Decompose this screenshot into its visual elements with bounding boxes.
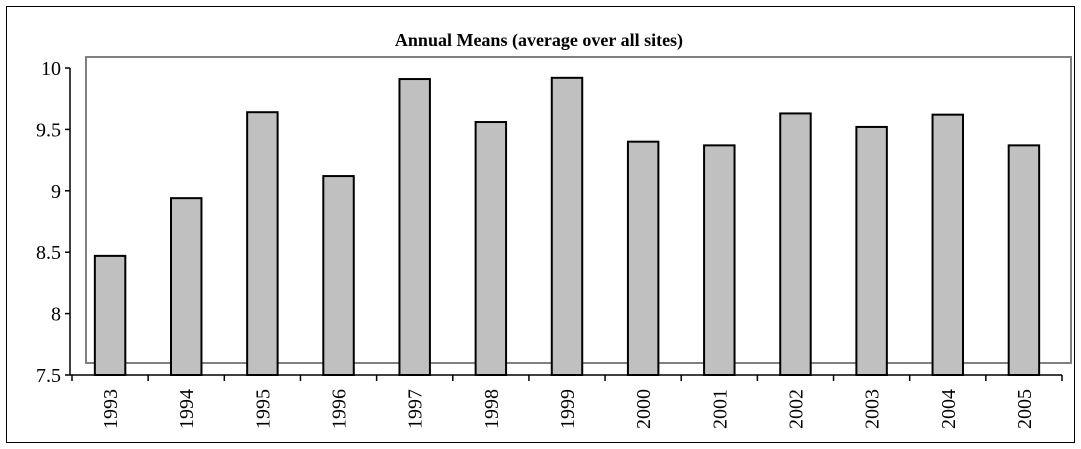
x-tick-label: 1994 [176, 389, 198, 429]
x-tick-label: 1995 [252, 389, 274, 429]
bar-1997 [398, 78, 431, 376]
chart-title: Annual Means (average over all sites) [395, 30, 683, 51]
x-tick-label: 1998 [481, 389, 503, 429]
bar-2004 [931, 113, 964, 376]
bar-1995 [246, 111, 279, 376]
bar-2001 [703, 144, 736, 376]
bar-2002 [779, 112, 812, 376]
bar-2003 [855, 125, 888, 376]
bar-2000 [626, 140, 660, 376]
y-tick-label: 7.5 [36, 365, 61, 387]
x-tick-label: 1997 [405, 389, 427, 429]
x-tick-label: 2002 [785, 389, 807, 429]
x-tick-label: 2003 [862, 389, 884, 429]
bar-2005 [1007, 144, 1041, 376]
x-tick-label: 1999 [557, 389, 579, 429]
x-axis: 1993 1994 1995 1996 1997 1998 1999 2000 2001 2002… [70, 374, 1063, 429]
x-tick-label: 2000 [633, 389, 655, 429]
y-tick-label: 10 [41, 58, 61, 80]
bar-1993 [93, 254, 127, 376]
bar-1998 [474, 121, 508, 376]
y-tick-label: 8 [51, 304, 61, 326]
bar-1996 [322, 175, 355, 376]
y-tick-label: 9.5 [36, 119, 61, 141]
bar-1994 [170, 197, 203, 376]
y-axis: 7.5 8 8.5 9 9.5 10 [36, 58, 71, 387]
x-tick-label: 2004 [938, 389, 960, 429]
bar-1999 [550, 76, 584, 376]
y-tick-label: 9 [51, 181, 61, 203]
bars [93, 76, 1041, 376]
x-tick-label: 1996 [329, 389, 351, 429]
x-tick-label: 2001 [709, 389, 731, 429]
x-tick-label: 1993 [100, 389, 122, 429]
x-tick-label: 2005 [1014, 389, 1036, 429]
y-tick-label: 8.5 [36, 242, 61, 264]
